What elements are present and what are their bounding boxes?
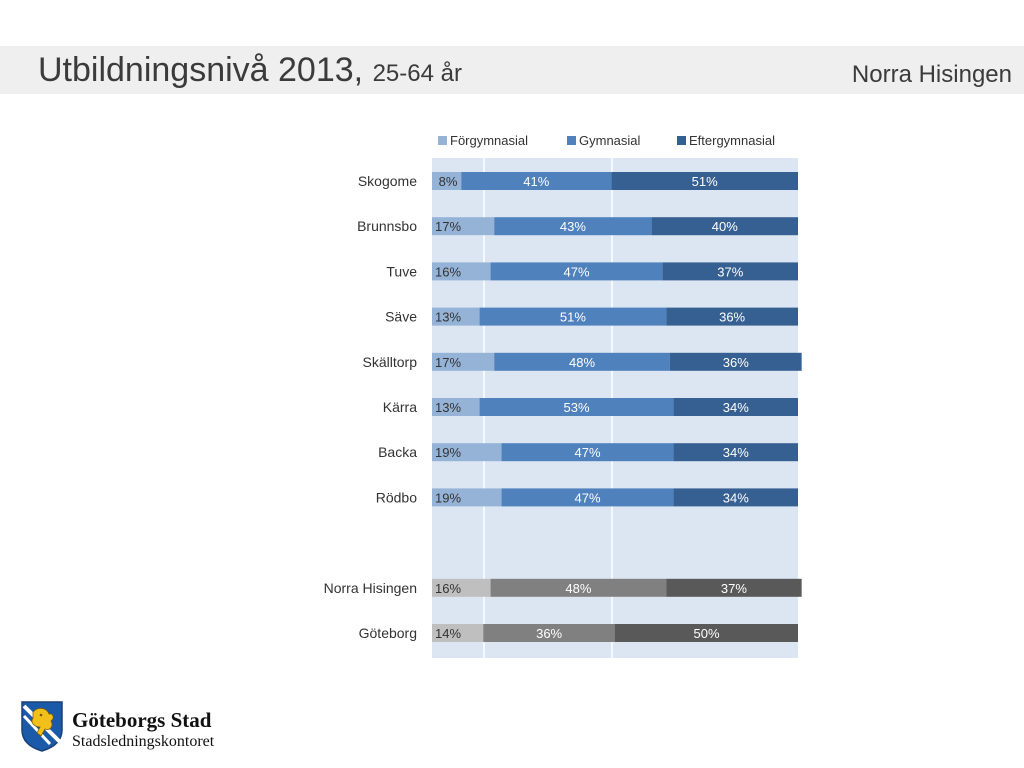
bar-segment bbox=[673, 488, 798, 507]
bar-segment bbox=[432, 398, 480, 416]
region-label: Norra Hisingen bbox=[851, 61, 1012, 88]
bar-segment bbox=[490, 578, 667, 597]
bar-segment bbox=[501, 443, 674, 462]
data-label: 8% bbox=[439, 174, 458, 189]
legend-label: Eftergymnasial bbox=[689, 133, 775, 148]
legend-swatch bbox=[567, 136, 576, 145]
legend-swatch bbox=[438, 136, 447, 145]
bar-segment bbox=[673, 398, 798, 416]
category-label: Kärra bbox=[383, 399, 417, 415]
bar-segment bbox=[479, 307, 667, 326]
bar-segment bbox=[666, 307, 798, 326]
bar-segment bbox=[490, 262, 663, 281]
data-label: 48% bbox=[565, 581, 591, 596]
bar-segment bbox=[673, 443, 798, 462]
data-label: 47% bbox=[564, 264, 590, 279]
bar-segment bbox=[651, 217, 798, 236]
bar-segment bbox=[432, 578, 491, 597]
category-label: Säve bbox=[385, 309, 417, 325]
bar-segment bbox=[611, 172, 798, 190]
data-label: 50% bbox=[693, 626, 719, 641]
title-main: Utbildningsnivå 2013, bbox=[38, 51, 364, 89]
category-label: Rödbo bbox=[376, 489, 417, 505]
bar-segment bbox=[494, 352, 670, 371]
data-label: 17% bbox=[435, 355, 461, 370]
bar-segment bbox=[432, 217, 495, 236]
category-label: Skälltorp bbox=[363, 354, 418, 370]
data-label: 19% bbox=[435, 490, 461, 505]
data-label: 47% bbox=[575, 445, 601, 460]
data-label: 43% bbox=[560, 219, 586, 234]
data-label: 34% bbox=[723, 445, 749, 460]
data-label: 16% bbox=[435, 581, 461, 596]
data-label: 34% bbox=[723, 400, 749, 415]
gothenburg-crest-icon bbox=[21, 701, 63, 752]
bar-segment bbox=[483, 624, 615, 642]
category-label: Backa bbox=[378, 444, 417, 460]
data-label: 34% bbox=[723, 490, 749, 505]
category-label: Brunnsbo bbox=[357, 218, 417, 234]
bar-segment bbox=[432, 488, 502, 507]
bar-segment bbox=[479, 398, 674, 416]
legend-label: Gymnasial bbox=[579, 133, 641, 148]
title-subtitle: 25-64 år bbox=[372, 60, 462, 87]
data-label: 37% bbox=[721, 581, 747, 596]
bar-segment bbox=[432, 307, 480, 326]
data-label: 16% bbox=[435, 264, 461, 279]
category-labels: Skogome Brunnsbo Tuve Säve Skälltorp Kärra Bac… bbox=[324, 173, 418, 641]
page-title: Utbildningsnivå 2013, 25-64 år bbox=[38, 50, 462, 94]
data-label: 51% bbox=[560, 310, 586, 325]
data-label: 14% bbox=[435, 626, 461, 641]
category-label: Tuve bbox=[386, 263, 417, 279]
org-logo-text: Göteborgs Stad Stadsledningskontoret bbox=[72, 708, 214, 752]
data-label: 41% bbox=[523, 174, 549, 189]
data-label: 36% bbox=[719, 310, 745, 325]
category-label: Skogome bbox=[358, 173, 417, 189]
data-label: 48% bbox=[569, 355, 595, 370]
data-label: 13% bbox=[435, 400, 461, 415]
data-label: 13% bbox=[435, 310, 461, 325]
bar-segment bbox=[494, 217, 652, 236]
bar-segment bbox=[666, 578, 802, 597]
bar-segment bbox=[432, 262, 491, 281]
data-label: 53% bbox=[564, 400, 590, 415]
data-label: 47% bbox=[575, 490, 601, 505]
bar-segment bbox=[662, 262, 798, 281]
legend-label: Förgymnasial bbox=[450, 133, 528, 148]
bar-segment bbox=[669, 352, 802, 371]
data-label: 19% bbox=[435, 445, 461, 460]
data-label: 36% bbox=[536, 626, 562, 641]
bars: 8% 41% 51% 17% 43% 40% 16% 47% 37% 13% 51% 36% 17% 48… bbox=[432, 172, 802, 642]
category-label: Norra Hisingen bbox=[324, 580, 417, 596]
data-label: 36% bbox=[723, 355, 749, 370]
data-label: 51% bbox=[692, 174, 718, 189]
bar-segment bbox=[432, 172, 462, 190]
data-label: 37% bbox=[717, 264, 743, 279]
bar-segment bbox=[501, 488, 674, 507]
legend: Förgymnasial Gymnasial Eftergymnasial bbox=[438, 133, 775, 148]
data-label: 17% bbox=[435, 219, 461, 234]
bar-segment bbox=[432, 352, 495, 371]
data-label: 40% bbox=[712, 219, 738, 234]
org-dept: Stadsledningskontoret bbox=[72, 733, 215, 750]
title-band bbox=[0, 46, 1024, 94]
category-label: Göteborg bbox=[359, 625, 417, 641]
org-name: Göteborgs Stad bbox=[72, 708, 212, 732]
bar-segment bbox=[615, 624, 798, 642]
legend-swatch bbox=[677, 136, 686, 145]
bar-segment bbox=[432, 624, 484, 642]
bar-segment bbox=[432, 443, 502, 462]
bar-segment bbox=[461, 172, 612, 190]
